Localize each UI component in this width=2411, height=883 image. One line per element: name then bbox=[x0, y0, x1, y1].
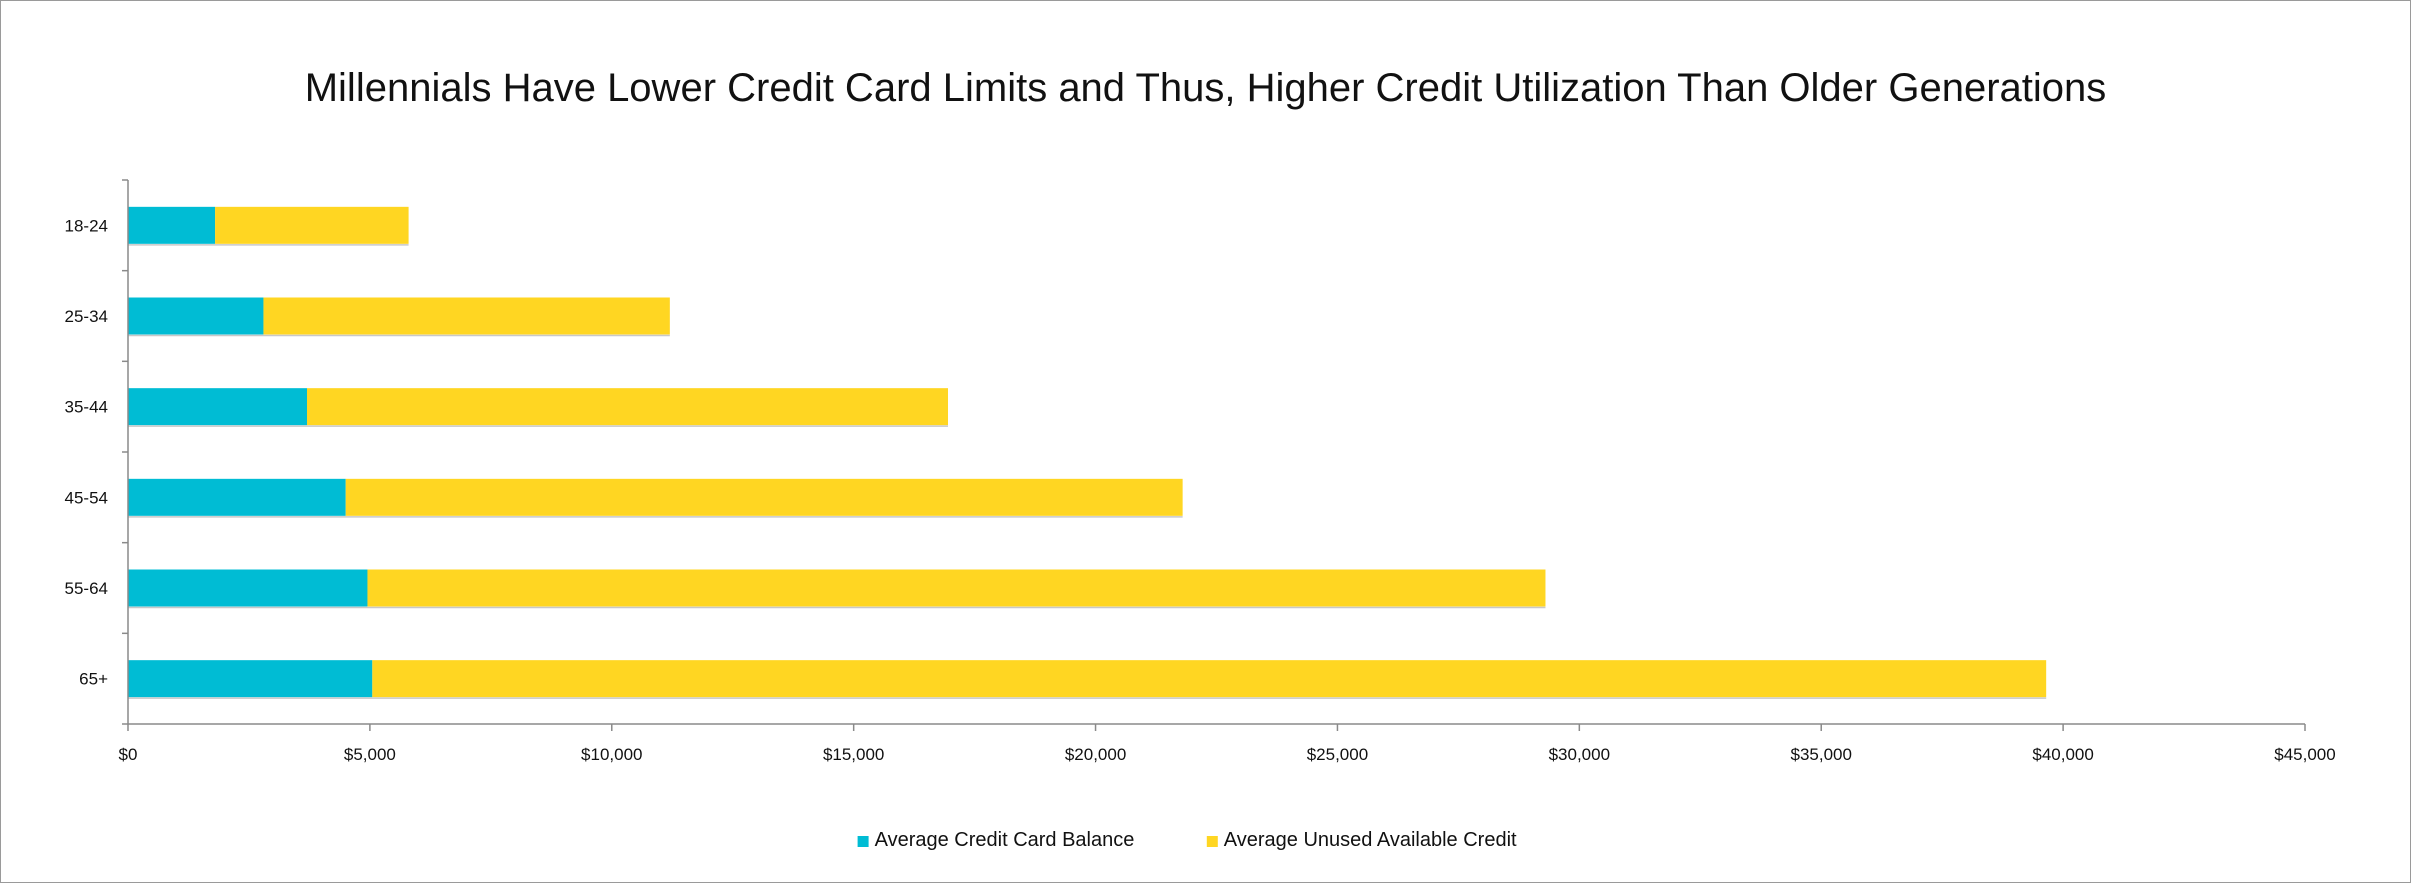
legend-label-1: Average Unused Available Credit bbox=[1224, 829, 1517, 851]
bar-45-54-series-0 bbox=[128, 478, 346, 516]
category-label-55-64: 55-64 bbox=[65, 579, 108, 598]
chart-title: Millennials Have Lower Credit Card Limit… bbox=[304, 66, 2107, 110]
legend-label-0: Average Credit Card Balance bbox=[875, 829, 1135, 851]
x-tick-label: $0 bbox=[119, 745, 138, 764]
x-tick-label: $25,000 bbox=[1307, 745, 1368, 764]
category-label-18-24: 18-24 bbox=[65, 216, 108, 235]
category-label-25-34: 25-34 bbox=[65, 307, 108, 326]
bar-35-44-series-0 bbox=[128, 388, 307, 426]
x-tick-label: $45,000 bbox=[2274, 745, 2335, 764]
bar-65+-series-1 bbox=[372, 660, 2047, 698]
x-tick-label: $15,000 bbox=[823, 745, 884, 764]
bars-layer bbox=[128, 206, 2047, 699]
bar-55-64-series-1 bbox=[367, 569, 1546, 607]
bar-18-24-series-1 bbox=[215, 206, 409, 244]
bar-55-64-series-0 bbox=[128, 569, 368, 607]
category-label-65+: 65+ bbox=[79, 670, 108, 689]
bar-45-54-series-1 bbox=[345, 478, 1183, 516]
bar-35-44-series-1 bbox=[306, 388, 949, 426]
axes-layer: 18-24 25-34 35-44 45-54 55-64 65+ $0 $5,000 $10,… bbox=[65, 179, 2336, 764]
x-tick-label: $5,000 bbox=[344, 745, 396, 764]
legend-swatch-0 bbox=[857, 836, 869, 847]
x-tick-label: $30,000 bbox=[1549, 745, 1610, 764]
x-tick-label: $10,000 bbox=[581, 745, 642, 764]
x-tick-label: $40,000 bbox=[2032, 745, 2093, 764]
category-label-45-54: 45-54 bbox=[65, 488, 108, 507]
x-tick-label: $20,000 bbox=[1065, 745, 1126, 764]
legend: Average Credit Card Balance Average Unuse… bbox=[857, 829, 1517, 851]
category-label-35-44: 35-44 bbox=[65, 398, 108, 417]
bar-25-34-series-1 bbox=[263, 297, 670, 335]
legend-swatch-1 bbox=[1206, 836, 1218, 847]
x-tick-label: $35,000 bbox=[1790, 745, 1851, 764]
bar-25-34-series-0 bbox=[128, 297, 264, 335]
bar-18-24-series-0 bbox=[128, 206, 216, 244]
bar-65+-series-0 bbox=[128, 660, 373, 698]
